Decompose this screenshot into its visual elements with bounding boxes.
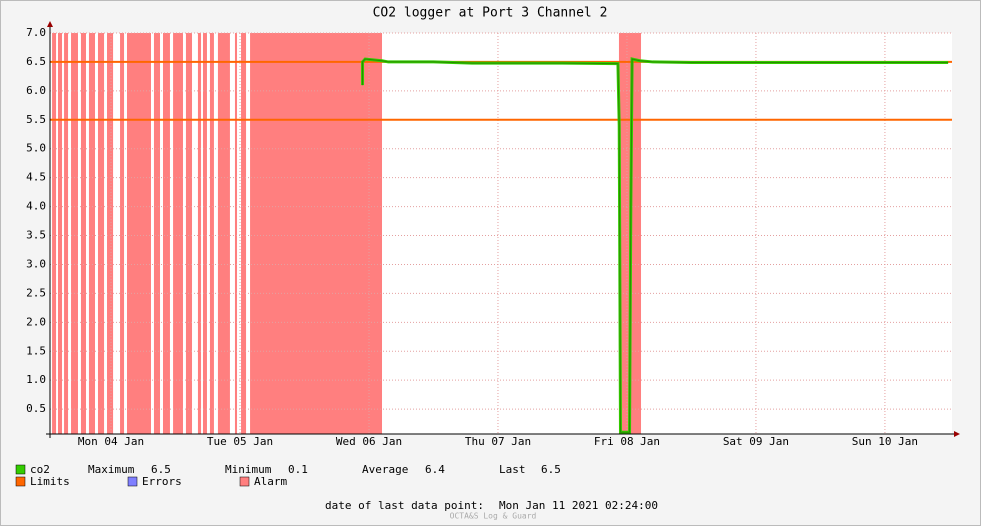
x-tick-label: Mon 04 Jan: [78, 435, 144, 448]
y-tick-label: 0.5: [26, 402, 46, 415]
y-tick-label: 3.0: [26, 257, 46, 270]
alarm-band: [120, 33, 125, 434]
legend-label: co2: [30, 463, 50, 476]
legend-label: Alarm: [254, 475, 287, 488]
y-tick-label: 4.5: [26, 171, 46, 184]
stat-value: 6.4: [425, 463, 445, 476]
alarm-band: [80, 33, 86, 434]
y-tick-label: 7.0: [26, 26, 46, 39]
footer-label: date of last data point:: [325, 499, 484, 512]
y-tick-label: 1.0: [26, 373, 46, 386]
stat-value: 6.5: [541, 463, 561, 476]
y-tick-label: 6.5: [26, 55, 46, 68]
stat-value: 0.1: [288, 463, 308, 476]
x-tick-label: Wed 06 Jan: [336, 435, 402, 448]
y-tick-label: 3.5: [26, 229, 46, 242]
alarm-band: [64, 33, 69, 434]
stat-value: 6.5: [151, 463, 171, 476]
alarm-band: [250, 33, 383, 434]
stat-label: Minimum: [225, 463, 272, 476]
legend-label: Errors: [142, 475, 182, 488]
alarm-band: [202, 33, 207, 434]
x-tick-label: Thu 07 Jan: [465, 435, 531, 448]
chart-title: CO2 logger at Port 3 Channel 2: [373, 6, 608, 21]
watermark: OCTA&S Log & Guard: [450, 512, 537, 521]
stat-label: Average: [362, 463, 408, 476]
stat-label: Last: [499, 463, 526, 476]
y-tick-label: 5.0: [26, 142, 46, 155]
alarm-band: [185, 33, 193, 434]
y-tick-label: 2.5: [26, 286, 46, 299]
legend-swatch: [127, 476, 138, 487]
alarm-band: [173, 33, 183, 434]
x-tick-label: Sun 10 Jan: [852, 435, 918, 448]
x-tick-label: Sat 09 Jan: [723, 435, 789, 448]
legend-swatch: [15, 476, 26, 487]
alarm-band: [127, 33, 151, 434]
series-line-edge: [362, 58, 949, 433]
x-axis-arrow: [954, 431, 960, 437]
alarm-band: [88, 33, 96, 434]
legend-swatch: [239, 476, 250, 487]
x-tick-label: Fri 08 Jan: [594, 435, 660, 448]
y-tick-label: 2.0: [26, 315, 46, 328]
alarm-band: [241, 33, 247, 434]
y-tick-label: 6.0: [26, 84, 46, 97]
alarm-band: [197, 33, 202, 434]
alarm-band: [107, 33, 114, 434]
alarm-band: [234, 33, 238, 434]
alarm-band: [57, 33, 62, 434]
alarm-band: [209, 33, 214, 434]
alarm-band: [52, 33, 57, 434]
y-tick-label: 4.0: [26, 200, 46, 213]
alarm-band: [162, 33, 170, 434]
alarm-band: [217, 33, 230, 434]
alarm-band: [71, 33, 78, 434]
alarm-band: [97, 33, 105, 434]
legend-swatch: [15, 464, 26, 475]
stat-label: Maximum: [88, 463, 135, 476]
plot-area: [50, 33, 952, 434]
y-tick-label: 1.5: [26, 344, 46, 357]
footer-value: Mon Jan 11 2021 02:24:00: [499, 499, 658, 512]
y-tick-label: 5.5: [26, 113, 46, 126]
alarm-band: [153, 33, 161, 434]
x-tick-label: Tue 05 Jan: [207, 435, 273, 448]
legend-label: Limits: [30, 475, 70, 488]
y-axis-arrow: [47, 21, 53, 27]
